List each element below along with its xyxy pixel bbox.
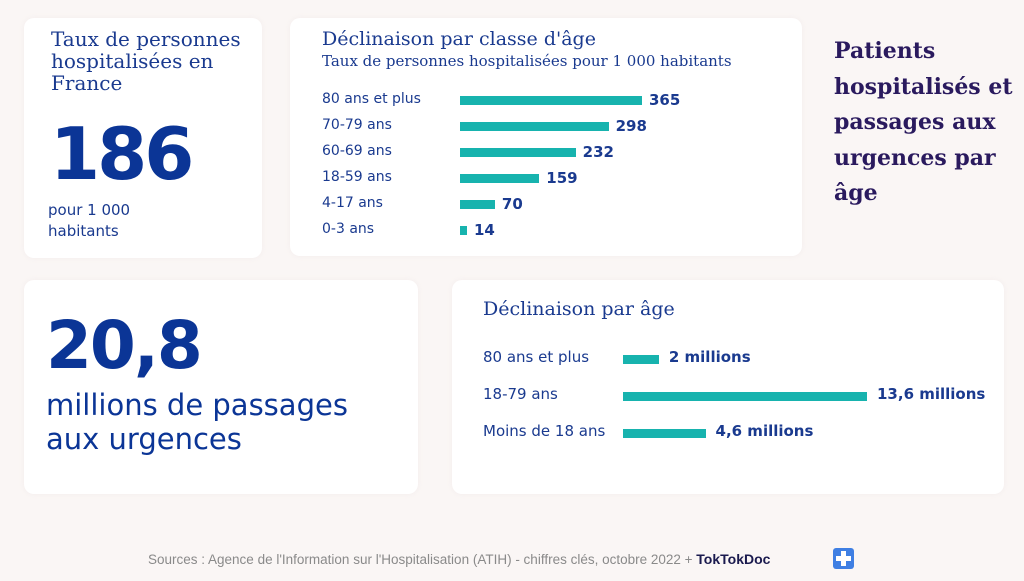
age-class-bar-value: 232	[582, 143, 614, 161]
age-class-bar-label: 18-59 ans	[322, 169, 392, 185]
page-heading: Patients hospitalisés et passages aux ur…	[834, 38, 1013, 206]
age-chart-title: Déclinaison par âge	[483, 298, 675, 320]
age-bar	[623, 429, 706, 438]
age-class-bar-label: 4-17 ans	[322, 195, 383, 211]
age-class-chart-subtitle: Taux de personnes hospitalisées pour 1 0…	[322, 52, 732, 70]
age-class-chart-title: Déclinaison par classe d'âge	[322, 28, 596, 50]
age-class-bar	[460, 96, 642, 105]
er-visits-value: 20,8	[46, 307, 203, 384]
age-bar	[623, 355, 659, 364]
age-bar-value: 2 millions	[668, 348, 751, 366]
age-class-bar-label: 60-69 ans	[322, 143, 392, 159]
age-class-bar	[460, 122, 609, 131]
age-class-bar-label: 70-79 ans	[322, 117, 392, 133]
age-bar-label: Moins de 18 ans	[483, 422, 606, 440]
age-class-bar-value: 159	[546, 169, 578, 187]
age-class-bar-value: 70	[501, 195, 523, 213]
age-class-bar-value: 14	[474, 221, 495, 239]
age-bar-value: 4,6 millions	[715, 422, 814, 440]
age-bar-label: 18-79 ans	[483, 385, 558, 403]
age-class-bar-label: 0-3 ans	[322, 221, 375, 237]
age-class-bar-value: 365	[649, 91, 681, 109]
rate-value: 186	[50, 112, 194, 196]
age-chart-card: Déclinaison par âge 80 ans et plus 2 mill…	[452, 280, 1004, 494]
footer-brand: TokTokDoc	[696, 551, 771, 567]
age-bar	[623, 392, 867, 401]
age-class-bar-value: 298	[615, 117, 647, 135]
er-visits-card: 20,8 millions de passages aux urgences	[24, 280, 418, 494]
er-visits-description: millions de passages aux urgences	[46, 388, 348, 456]
age-class-bar	[460, 148, 576, 157]
rate-card: Taux de personnes hospitalisées en Franc…	[24, 18, 262, 258]
age-class-bar	[460, 174, 540, 183]
age-class-bar-label: 80 ans et plus	[322, 91, 421, 107]
footer-sources: Sources : Agence de l'Information sur l'…	[148, 551, 770, 567]
plus-cross-icon	[833, 548, 854, 569]
age-bar-value: 13,6 millions	[877, 385, 986, 403]
rate-unit: pour 1 000 habitants	[48, 201, 131, 240]
age-class-bar	[460, 226, 467, 235]
age-class-chart-card: Déclinaison par classe d'âge Taux de per…	[290, 18, 802, 256]
footer-sources-text: Sources : Agence de l'Information sur l'…	[148, 552, 697, 567]
age-bar-label: 80 ans et plus	[483, 348, 590, 366]
age-class-bar	[460, 200, 495, 209]
rate-title: Taux de personnes hospitalisées en Franc…	[51, 27, 241, 95]
